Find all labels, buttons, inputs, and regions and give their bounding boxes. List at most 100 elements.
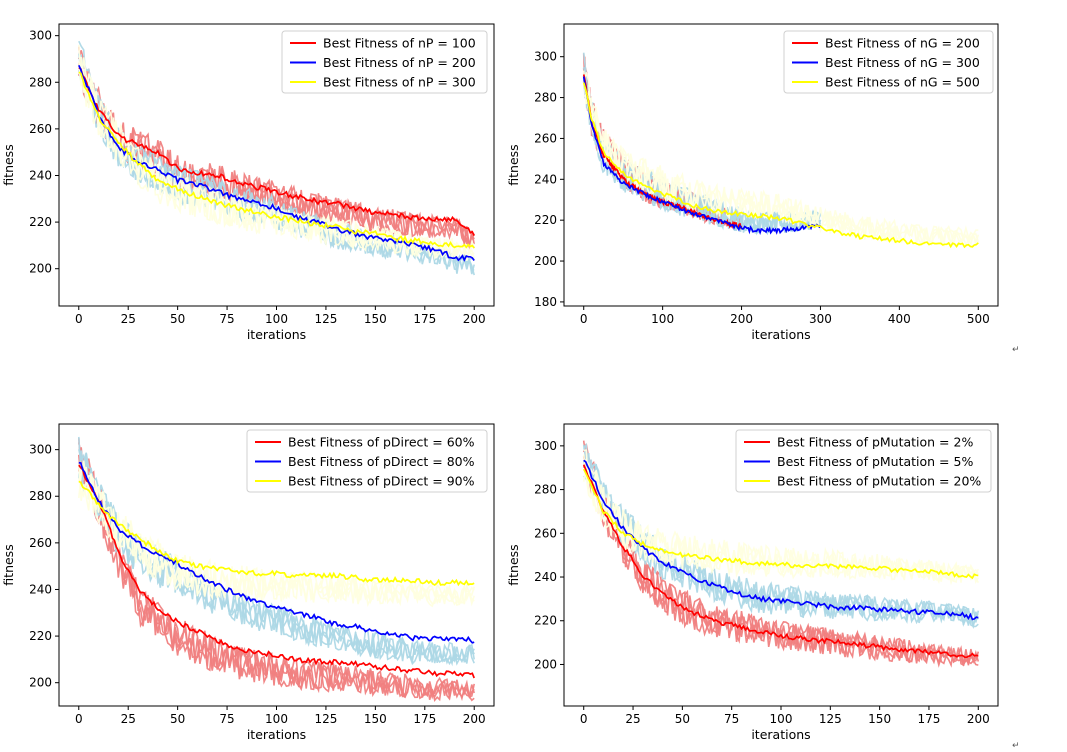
y-tick-label: 240 (534, 172, 557, 186)
x-tick-label: 50 (170, 312, 185, 326)
y-tick-label: 260 (534, 526, 557, 540)
y-tick-label: 220 (534, 614, 557, 628)
series-line-3 (582, 82, 979, 249)
x-tick-label: 100 (770, 712, 793, 726)
legend: Best Fitness of nG = 200 Best Fitness of … (783, 30, 994, 94)
series-line-3 (78, 480, 475, 587)
run-trace (78, 464, 475, 608)
y-tick-label: 280 (534, 91, 557, 105)
x-tick-label: 100 (265, 312, 288, 326)
plot-area (582, 440, 980, 668)
y-axis-label: fitness (1, 144, 16, 185)
y-tick-label: 260 (534, 131, 557, 145)
y-tick-label: 300 (534, 439, 557, 453)
x-tick-label: 25 (625, 712, 640, 726)
x-tick-label: 150 (868, 712, 891, 726)
y-tick-label: 280 (29, 75, 52, 89)
x-tick-label: 75 (219, 312, 234, 326)
x-tick-label: 50 (170, 712, 185, 726)
series-line-3 (582, 468, 979, 580)
legend-label-1: Best Fitness of nG = 200 (825, 36, 980, 51)
return-mark-1: ↵ (1012, 345, 1020, 355)
x-tick-label: 75 (219, 712, 234, 726)
x-tick-label: 200 (463, 312, 486, 326)
x-axis-label: iterations (751, 327, 810, 342)
y-axis-label: fitness (1, 544, 16, 585)
x-tick-label: 100 (651, 312, 674, 326)
run-trace (582, 70, 980, 247)
run-trace (582, 461, 980, 586)
y-tick-label: 260 (29, 122, 52, 136)
legend-label-2: Best Fitness of nP = 200 (323, 55, 476, 70)
legend-label-3: Best Fitness of nG = 500 (825, 75, 980, 90)
legend-label-3: Best Fitness of pDirect = 90% (288, 474, 475, 489)
x-tick-label: 100 (265, 712, 288, 726)
series-line-2 (583, 459, 979, 621)
y-tick-label: 300 (534, 50, 557, 64)
x-axis-label: iterations (247, 327, 306, 342)
x-tick-label: 500 (967, 312, 990, 326)
x-tick-label: 0 (75, 312, 83, 326)
chart-panel-1: 0 25 50 75 100 125 150 175 200 200 220 240 260 280 300… (1, 23, 495, 342)
run-trace (78, 465, 475, 667)
y-tick-label: 240 (534, 570, 557, 584)
run-trace (78, 40, 475, 271)
run-trace (78, 63, 475, 248)
series-line-2 (78, 64, 475, 262)
y-tick-label: 200 (534, 657, 557, 671)
legend: Best Fitness of pDirect = 60% Best Fitnes… (246, 429, 488, 493)
y-tick-label: 260 (29, 536, 52, 550)
legend-label-3: Best Fitness of nP = 300 (323, 75, 476, 90)
plot-area (582, 52, 980, 249)
y-tick-label: 280 (534, 483, 557, 497)
legend-label-1: Best Fitness of nP = 100 (323, 36, 476, 51)
run-trace (78, 460, 475, 607)
legend-label-1: Best Fitness of pDirect = 60% (288, 435, 475, 450)
return-mark-2: ↵ (1012, 741, 1020, 751)
x-tick-label: 300 (809, 312, 832, 326)
x-tick-label: 0 (75, 712, 83, 726)
y-tick-label: 300 (29, 29, 52, 43)
x-axis-label: iterations (247, 727, 306, 742)
legend-box (735, 429, 992, 493)
y-axis-label: fitness (506, 544, 521, 585)
x-tick-label: 150 (364, 312, 387, 326)
x-tick-label: 175 (918, 712, 941, 726)
y-tick-label: 220 (29, 629, 52, 643)
plot-area (78, 40, 475, 276)
x-tick-label: 400 (888, 312, 911, 326)
chart-panel-2: 0 100 200 300 400 500180200220240260280300ite… (506, 23, 999, 342)
series-line-3 (78, 71, 475, 249)
y-tick-label: 220 (534, 213, 557, 227)
y-tick-label: 200 (29, 262, 52, 276)
x-tick-label: 0 (580, 712, 588, 726)
y-tick-label: 200 (29, 676, 52, 690)
x-tick-label: 0 (580, 312, 588, 326)
series-line-1 (582, 464, 979, 659)
run-trace (582, 454, 979, 583)
legend-box (281, 30, 488, 94)
y-tick-label: 280 (29, 489, 52, 503)
y-tick-label: 180 (534, 295, 557, 309)
x-tick-label: 200 (730, 312, 753, 326)
x-tick-label: 150 (364, 712, 387, 726)
x-tick-label: 175 (413, 312, 436, 326)
run-trace (78, 442, 475, 702)
x-tick-label: 200 (463, 712, 486, 726)
y-tick-label: 220 (29, 215, 52, 229)
x-tick-label: 125 (819, 712, 842, 726)
series-line-1 (78, 464, 475, 679)
series-line-2 (582, 76, 822, 236)
legend-label-1: Best Fitness of pMutation = 2% (777, 435, 973, 450)
series-line-2 (78, 461, 475, 644)
y-tick-label: 240 (29, 168, 52, 182)
x-tick-label: 25 (121, 312, 136, 326)
plot-area (78, 436, 475, 702)
legend: Best Fitness of pMutation = 2% Best Fitne… (735, 429, 992, 493)
x-tick-label: 200 (967, 712, 990, 726)
legend-box (783, 30, 994, 94)
legend-label-2: Best Fitness of nG = 300 (825, 55, 980, 70)
chart-panel-4: 0 25 50 75 100 125 150 175 200 200 220 240 260 280 300… (506, 423, 999, 742)
axes-frame (563, 23, 999, 307)
